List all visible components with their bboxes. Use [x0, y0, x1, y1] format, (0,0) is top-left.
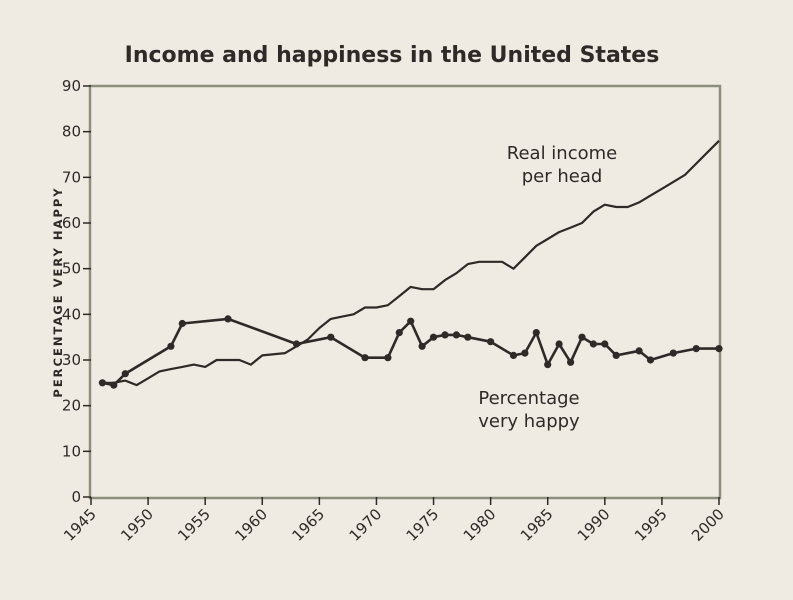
- happy-point: [224, 315, 232, 323]
- x-tick-label: 1955: [174, 505, 214, 545]
- happy-point: [178, 319, 186, 328]
- x-tick-label: 1995: [631, 505, 671, 545]
- happy-point: [589, 340, 598, 348]
- happy-point: [601, 340, 609, 348]
- happy-point: [361, 354, 369, 362]
- happy-point: [395, 329, 403, 337]
- happy-point: [635, 347, 643, 355]
- happy-annotation-line2: very happy: [478, 411, 580, 432]
- happy-point: [98, 379, 106, 387]
- happy-point: [567, 358, 575, 366]
- happy-point: [612, 351, 620, 359]
- y-tick-label: 70: [62, 168, 81, 186]
- y-tick-label: 0: [71, 488, 81, 506]
- chart-title: Income and happiness in the United State…: [125, 43, 660, 68]
- income-annotation-line2: per head: [522, 166, 603, 187]
- y-tick-label: 60: [62, 214, 81, 232]
- x-tick-label: 1980: [460, 505, 500, 545]
- y-tick-label: 80: [62, 123, 81, 141]
- happy-point: [669, 349, 677, 357]
- y-tick-label: 10: [62, 442, 81, 460]
- y-axis-label: PERCENTAGE VERY HAPPY: [51, 186, 65, 397]
- happy-point: [407, 317, 415, 325]
- series-layer: [98, 140, 723, 389]
- income-annotation: Real income per head: [507, 143, 617, 187]
- happy-point: [327, 333, 335, 341]
- happy-point: [555, 340, 563, 348]
- happy-point: [521, 349, 529, 357]
- happy-series-line: [102, 317, 719, 387]
- happy-point: [715, 345, 723, 353]
- happy-point: [452, 331, 460, 339]
- x-tick-label: 1985: [517, 505, 557, 545]
- happy-point: [692, 345, 700, 353]
- happy-point: [544, 361, 552, 369]
- happy-point: [384, 354, 392, 362]
- x-tick-label: 1945: [60, 505, 100, 545]
- happy-point: [532, 329, 540, 337]
- happy-point: [441, 331, 449, 339]
- happy-point: [578, 333, 586, 341]
- happy-point: [646, 356, 655, 364]
- happy-point: [418, 342, 426, 350]
- x-tick-label: 1965: [288, 505, 328, 545]
- y-tick-label: 20: [62, 397, 81, 415]
- happy-point: [464, 333, 472, 341]
- x-tick-label: 1970: [346, 505, 386, 545]
- y-tick-label: 30: [62, 351, 81, 369]
- y-axis: 0 10 20 30 40 50 60 70 80 90: [62, 77, 91, 506]
- y-tick-label: 90: [62, 77, 81, 95]
- income-series-line: [102, 140, 720, 387]
- x-tick-label: 1975: [403, 505, 443, 545]
- plot-frame: [88, 84, 722, 500]
- happy-point: [110, 381, 118, 389]
- x-tick-label: 1950: [117, 505, 157, 545]
- happy-point: [509, 351, 518, 359]
- x-tick-label: 2000: [688, 505, 728, 545]
- happy-point: [167, 342, 175, 350]
- happy-annotation-line1: Percentage: [478, 388, 579, 409]
- happy-point: [121, 370, 129, 378]
- happy-point: [292, 340, 301, 348]
- y-tick-label: 50: [62, 260, 81, 278]
- happy-point: [429, 333, 438, 341]
- happy-annotation: Percentage very happy: [478, 388, 580, 432]
- happy-point: [487, 338, 495, 346]
- y-tick-label: 40: [62, 305, 81, 323]
- income-annotation-line1: Real income: [507, 143, 617, 164]
- x-axis: 1945 1950 1955 1960 1965 1970 1975 1980 1985 1990…: [60, 497, 728, 545]
- x-tick-label: 1960: [231, 505, 271, 545]
- x-tick-label: 1990: [574, 505, 614, 545]
